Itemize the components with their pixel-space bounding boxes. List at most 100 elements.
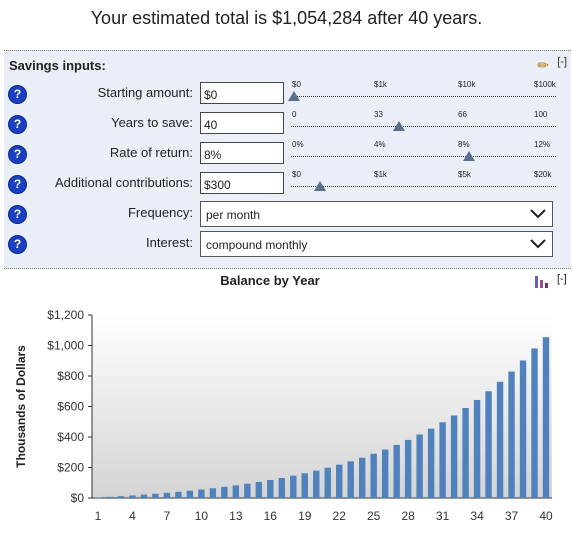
x-tick-label: 37 xyxy=(505,509,519,523)
slider-track xyxy=(291,96,556,97)
x-tick-label: 7 xyxy=(164,509,171,523)
frequency-row: ? Frequency: per month xyxy=(4,201,571,229)
x-tick-label: 25 xyxy=(367,509,381,523)
help-icon[interactable]: ? xyxy=(8,175,27,194)
bar xyxy=(347,461,354,498)
bar xyxy=(508,371,515,498)
y-tick-label: $1,200 xyxy=(47,308,84,322)
bar xyxy=(221,486,228,498)
slider-tick-label: 0 xyxy=(292,110,297,119)
y-tick-label: $800 xyxy=(57,369,84,383)
chevron-down-icon xyxy=(530,209,546,219)
balance-by-year-chart: $0 $200 $400 $600 $800 $1,000 $1,200 Thousands … xyxy=(14,308,553,523)
bar xyxy=(94,497,102,498)
y-tick-label: $600 xyxy=(57,400,84,414)
slider-thumb[interactable] xyxy=(288,91,300,101)
additional-contributions-input[interactable]: $300 xyxy=(200,172,284,194)
slider-tick-label: 33 xyxy=(374,110,383,119)
additional-contributions-label: Additional contributions: xyxy=(54,175,193,190)
years-to-save-input[interactable]: 40 xyxy=(200,112,284,134)
slider-tick-label: $10k xyxy=(458,80,476,89)
bar xyxy=(290,475,297,498)
slider-track xyxy=(291,186,556,187)
x-tick-label: 19 xyxy=(298,509,312,523)
bar xyxy=(106,496,113,498)
bar xyxy=(542,337,550,498)
help-icon[interactable]: ? xyxy=(8,145,27,164)
x-tick-label: 31 xyxy=(436,509,450,523)
savings-inputs-panel: Savings inputs: ✏ [-] ? Starting amount: $… xyxy=(4,50,571,269)
additional-contributions-slider[interactable]: $0 $1k $5k $20k xyxy=(288,170,560,199)
starting-amount-input[interactable]: $0 xyxy=(200,82,284,104)
collapse-inputs-button[interactable]: [-] xyxy=(557,56,567,68)
x-tick-label: 28 xyxy=(401,509,415,523)
x-tick-label: 10 xyxy=(195,509,209,523)
slider-tick-label: 0% xyxy=(292,140,304,149)
starting-amount-slider[interactable]: $0 $1k $10k $100k xyxy=(288,80,560,109)
bar xyxy=(393,444,400,498)
starting-amount-label: Starting amount: xyxy=(97,85,193,100)
bar xyxy=(439,422,446,498)
help-icon[interactable]: ? xyxy=(8,115,27,134)
bar xyxy=(519,360,527,498)
slider-track xyxy=(291,156,556,157)
bar xyxy=(117,496,125,498)
rate-of-return-input[interactable]: 8% xyxy=(200,142,284,164)
bar xyxy=(404,439,412,498)
x-tick-label: 13 xyxy=(229,509,243,523)
x-tick-label: 16 xyxy=(264,509,278,523)
slider-tick-label: $0 xyxy=(292,80,301,89)
bar xyxy=(209,488,217,498)
slider-tick-label: 4% xyxy=(374,140,386,149)
rate-of-return-row: ? Rate of return: 8% 0% 4% 8% 12% xyxy=(4,140,571,169)
interest-select[interactable]: compound monthly xyxy=(200,231,553,257)
bar xyxy=(359,457,366,498)
y-tick-label: $0 xyxy=(71,491,85,505)
x-tick-label: 22 xyxy=(333,509,347,523)
bar xyxy=(186,490,194,498)
slider-tick-label: $1k xyxy=(374,80,387,89)
interest-row: ? Interest: compound monthly xyxy=(4,231,571,259)
y-tick-label: $1,000 xyxy=(47,339,84,353)
slider-tick-label: $20k xyxy=(534,170,552,179)
bar xyxy=(336,464,343,498)
savings-inputs-title: Savings inputs: xyxy=(9,58,106,73)
chevron-down-icon xyxy=(530,239,546,249)
x-tick-label: 1 xyxy=(95,509,102,523)
frequency-select[interactable]: per month xyxy=(200,201,553,227)
bar xyxy=(232,485,240,498)
slider-track xyxy=(291,126,556,127)
years-to-save-row: ? Years to save: 40 0 33 66 100 xyxy=(4,110,571,139)
bar xyxy=(267,480,274,498)
slider-tick-label: $5k xyxy=(458,170,471,179)
bar xyxy=(152,493,159,498)
y-tick-label: $200 xyxy=(57,461,84,475)
frequency-label: Frequency: xyxy=(127,205,193,220)
help-icon[interactable]: ? xyxy=(8,205,27,224)
bar xyxy=(381,449,389,498)
collapse-chart-button[interactable]: [-] xyxy=(557,273,567,285)
years-to-save-slider[interactable]: 0 33 66 100 xyxy=(288,110,560,139)
pencil-icon[interactable]: ✏ xyxy=(537,57,549,73)
x-tick-label: 4 xyxy=(129,509,136,523)
help-icon[interactable]: ? xyxy=(8,235,27,254)
rate-of-return-label: Rate of return: xyxy=(109,145,193,160)
years-to-save-label: Years to save: xyxy=(111,115,193,130)
rate-of-return-slider[interactable]: 0% 4% 8% 12% xyxy=(288,140,560,169)
bar xyxy=(175,491,182,498)
bar xyxy=(140,494,148,498)
bar xyxy=(416,434,423,498)
chart-title: Balance by Year xyxy=(220,273,320,288)
slider-thumb[interactable] xyxy=(462,151,475,161)
bar xyxy=(485,391,492,498)
bar xyxy=(313,470,320,498)
bar-chart-icon[interactable] xyxy=(534,274,552,288)
bar xyxy=(531,348,538,498)
bar xyxy=(198,489,205,498)
bar xyxy=(129,495,136,498)
help-icon[interactable]: ? xyxy=(8,85,27,104)
slider-thumb[interactable] xyxy=(314,181,327,191)
slider-tick-label: $1k xyxy=(374,170,387,179)
slider-thumb[interactable] xyxy=(392,121,405,131)
bar xyxy=(163,492,171,498)
